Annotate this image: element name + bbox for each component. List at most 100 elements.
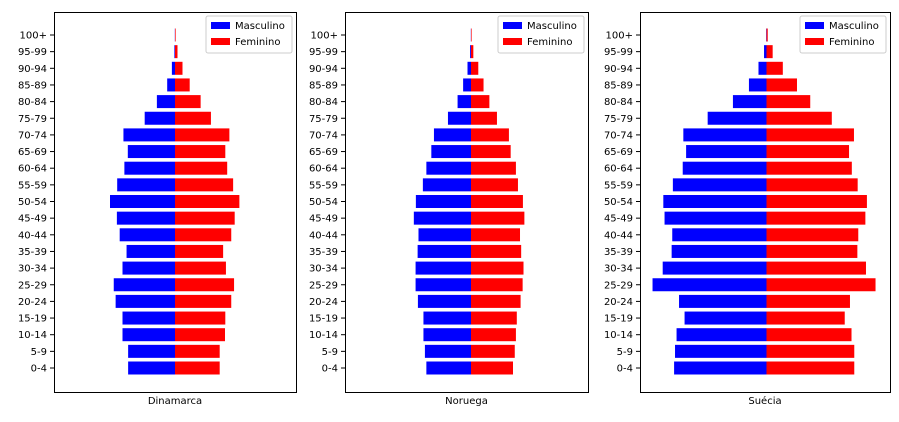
y-tick-label: 0-4 <box>31 364 47 375</box>
y-tick-label: 65-69 <box>18 147 47 158</box>
bar-masculino-55-59 <box>672 178 767 192</box>
bar-masculino-40-44 <box>672 228 767 242</box>
bar-masculino-65-69 <box>127 145 175 159</box>
legend-label: Feminino <box>829 37 874 48</box>
legend-swatch <box>211 38 230 45</box>
y-tick-label: 100+ <box>606 31 633 42</box>
x-axis-label: Noruega <box>445 396 488 407</box>
bar-feminino-100+ <box>175 28 176 42</box>
bar-feminino-35-39 <box>766 244 858 258</box>
bar-masculino-5-9 <box>675 344 767 358</box>
y-tick-label: 35-39 <box>18 247 47 258</box>
y-tick-label: 0-4 <box>322 364 338 375</box>
bar-masculino-95-99 <box>174 45 176 59</box>
y-tick-label: 85-89 <box>309 80 338 91</box>
y-tick-label: 25-29 <box>604 280 633 291</box>
bar-feminino-85-89 <box>471 78 484 92</box>
bar-masculino-45-49 <box>116 211 176 225</box>
bar-masculino-50-54 <box>663 195 767 208</box>
bar-masculino-20-24 <box>417 294 471 308</box>
bar-feminino-15-19 <box>766 311 845 325</box>
legend-swatch <box>805 38 824 45</box>
legend: Masculino Feminino <box>497 15 585 54</box>
bar-masculino-30-34 <box>122 261 175 275</box>
bar-masculino-60-64 <box>124 161 176 175</box>
bar-masculino-30-34 <box>415 261 471 275</box>
y-tick-label: 20-24 <box>604 297 633 308</box>
y-tick-label: 30-34 <box>309 264 338 275</box>
bar-masculino-20-24 <box>115 294 176 308</box>
bar-masculino-30-34 <box>662 261 767 275</box>
bar-feminino-90-94 <box>471 61 479 75</box>
bar-feminino-25-29 <box>471 278 523 292</box>
legend-swatch <box>503 22 522 29</box>
bar-feminino-5-9 <box>175 344 220 358</box>
y-tick-label: 30-34 <box>18 264 47 275</box>
pyramid-panel-0: 0-4 5-9 10-14 15-19 20-24 25-29 30-34 35-39 40-4… <box>18 12 297 407</box>
bar-masculino-95-99 <box>764 45 767 59</box>
bar-masculino-20-24 <box>679 294 767 308</box>
y-tick-label: 85-89 <box>18 80 47 91</box>
bar-feminino-0-4 <box>766 361 855 375</box>
bar-masculino-25-29 <box>415 278 471 292</box>
y-tick-label: 10-14 <box>309 330 338 341</box>
bar-masculino-85-89 <box>463 78 471 92</box>
bar-feminino-75-79 <box>766 111 832 125</box>
pyramid-panel-1: 0-4 5-9 10-14 15-19 20-24 25-29 30-34 35-39 40-4… <box>309 12 589 407</box>
y-tick-label: 70-74 <box>604 130 633 141</box>
legend-label: Masculino <box>527 21 577 32</box>
bar-feminino-30-34 <box>471 261 524 275</box>
legend-swatch <box>805 22 824 29</box>
x-axis-label: Dinamarca <box>148 396 202 407</box>
bar-feminino-10-14 <box>766 328 852 342</box>
bar-feminino-95-99 <box>766 45 773 59</box>
bar-feminino-95-99 <box>471 45 474 59</box>
y-tick-label: 5-9 <box>617 347 633 358</box>
y-tick-label: 35-39 <box>604 247 633 258</box>
bar-masculino-10-14 <box>122 328 175 342</box>
y-tick-label: 45-49 <box>309 214 338 225</box>
bar-masculino-0-4 <box>128 361 176 375</box>
bar-feminino-70-74 <box>175 128 230 142</box>
y-tick-label: 45-49 <box>604 214 633 225</box>
bar-feminino-15-19 <box>175 311 226 325</box>
bar-masculino-80-84 <box>732 95 767 109</box>
bar-feminino-50-54 <box>766 195 867 208</box>
bar-masculino-0-4 <box>674 361 767 375</box>
bar-feminino-30-34 <box>175 261 226 275</box>
bar-feminino-70-74 <box>766 128 854 142</box>
bar-masculino-85-89 <box>167 78 175 92</box>
bar-masculino-90-94 <box>171 61 176 75</box>
bar-feminino-25-29 <box>766 278 876 292</box>
bar-feminino-20-24 <box>766 294 850 308</box>
y-tick-label: 40-44 <box>18 230 47 241</box>
legend-label: Feminino <box>235 37 280 48</box>
bar-masculino-15-19 <box>122 311 175 325</box>
y-tick-label: 60-64 <box>604 164 633 175</box>
legend-swatch <box>211 22 230 29</box>
legend-label: Masculino <box>235 21 285 32</box>
bar-feminino-80-84 <box>471 95 490 109</box>
y-tick-label: 20-24 <box>18 297 47 308</box>
y-tick-label: 95-99 <box>604 47 633 58</box>
bar-masculino-70-74 <box>123 128 175 142</box>
bar-masculino-65-69 <box>431 145 471 159</box>
y-tick-label: 95-99 <box>309 47 338 58</box>
y-tick-label: 95-99 <box>18 47 47 58</box>
bar-masculino-10-14 <box>676 328 767 342</box>
bar-feminino-40-44 <box>766 228 859 242</box>
bar-masculino-15-19 <box>423 311 471 325</box>
y-tick-label: 40-44 <box>309 230 338 241</box>
bar-masculino-70-74 <box>683 128 767 142</box>
y-tick-label: 80-84 <box>604 97 633 108</box>
bar-feminino-100+ <box>471 28 472 42</box>
bar-masculino-90-94 <box>467 61 471 75</box>
bar-feminino-40-44 <box>175 228 232 242</box>
y-tick-label: 90-94 <box>604 64 633 75</box>
bar-feminino-0-4 <box>175 361 220 375</box>
y-tick-label: 5-9 <box>322 347 338 358</box>
bar-feminino-80-84 <box>175 95 201 109</box>
y-tick-label: 5-9 <box>31 347 47 358</box>
y-tick-label: 75-79 <box>309 114 338 125</box>
bar-feminino-90-94 <box>766 61 783 75</box>
